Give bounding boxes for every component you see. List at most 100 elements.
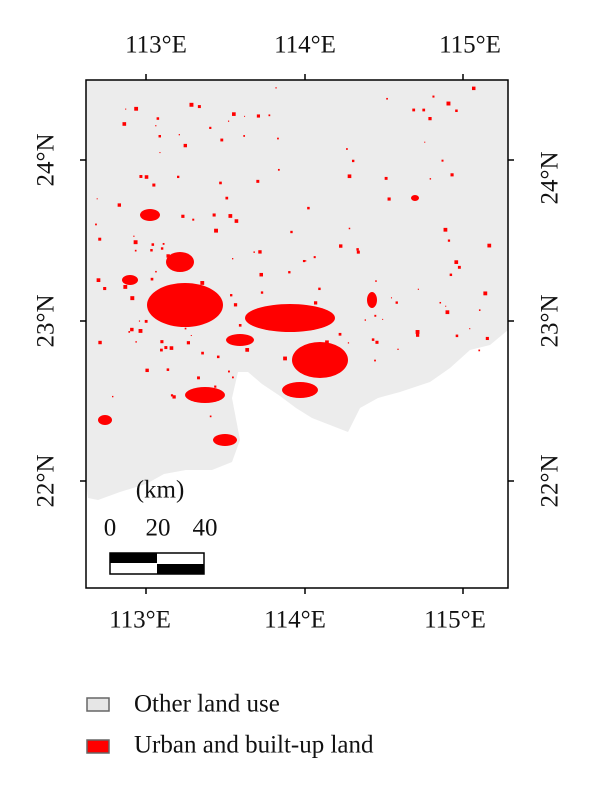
- urban-speck: [144, 319, 148, 323]
- urban-speck: [260, 291, 264, 294]
- urban-speck: [181, 214, 185, 218]
- urban-speck: [412, 108, 416, 112]
- urban-speck: [156, 117, 160, 120]
- legend-swatch: [86, 697, 110, 712]
- urban-speck: [457, 265, 461, 269]
- urban-speck: [160, 340, 164, 344]
- scale-segment: [157, 564, 204, 574]
- urban-patch: [166, 252, 194, 272]
- urban-speck: [305, 260, 307, 262]
- urban-speck: [133, 235, 135, 237]
- urban-speck: [338, 332, 342, 336]
- urban-patch: [147, 283, 223, 327]
- urban-patch: [292, 342, 348, 378]
- urban-speck: [128, 331, 131, 333]
- legend-label: Other land use: [134, 691, 280, 718]
- urban-speck: [172, 395, 176, 399]
- urban-speck: [339, 244, 343, 248]
- right-lat-label: 22°N: [537, 454, 564, 507]
- urban-speck: [214, 385, 217, 388]
- urban-speck: [158, 134, 161, 138]
- urban-speck: [454, 260, 459, 264]
- urban-speck: [371, 303, 373, 306]
- urban-speck: [483, 291, 488, 296]
- urban-speck: [375, 280, 377, 282]
- urban-speck: [166, 368, 170, 371]
- map-area: 113°E 114°E 115°E 113°E 114°E 115°E 24°N…: [33, 32, 564, 634]
- urban-speck: [277, 168, 280, 171]
- urban-speck: [417, 288, 419, 290]
- urban-speck: [150, 277, 154, 281]
- urban-speck: [133, 240, 138, 245]
- urban-speck: [164, 346, 168, 350]
- urban-speck: [356, 248, 359, 251]
- urban-speck: [225, 196, 229, 200]
- urban-speck: [313, 256, 316, 259]
- bottom-lon-label: 114°E: [264, 607, 326, 634]
- urban-speck: [201, 351, 204, 355]
- urban-speck: [259, 272, 264, 277]
- urban-speck: [348, 227, 351, 230]
- scale-segment: [110, 553, 157, 563]
- urban-speck: [422, 108, 426, 112]
- urban-speck: [449, 273, 453, 277]
- urban-speck: [139, 175, 143, 178]
- urban-speck: [123, 284, 128, 289]
- urban-speck: [384, 176, 388, 180]
- urban-speck: [277, 137, 279, 140]
- legend-label: Urban and built-up land: [134, 732, 374, 759]
- urban-speck: [325, 340, 329, 345]
- urban-speck: [446, 101, 451, 106]
- urban-speck: [134, 249, 137, 252]
- urban-speck: [214, 228, 218, 233]
- urban-specks: [95, 86, 492, 418]
- urban-speck: [432, 95, 435, 98]
- urban-speck: [186, 341, 191, 345]
- urban-speck: [351, 159, 355, 163]
- urban-patch: [226, 334, 254, 346]
- urban-speck: [478, 309, 481, 311]
- urban-speck: [188, 324, 191, 327]
- urban-speck: [96, 198, 98, 200]
- urban-patch: [282, 382, 318, 398]
- top-lon-label: 115°E: [439, 32, 501, 59]
- urban-speck: [245, 348, 250, 352]
- scale-bar: (km) 0 20 40: [104, 477, 218, 575]
- urban-speck: [189, 102, 194, 107]
- urban-speck: [256, 114, 261, 118]
- urban-speck: [233, 303, 238, 307]
- urban-speck: [141, 214, 145, 219]
- urban-speck: [253, 251, 255, 253]
- scale-label: 20: [146, 515, 171, 542]
- right-lat-label: 24°N: [537, 151, 564, 204]
- urban-speck: [415, 333, 420, 337]
- urban-speck: [386, 97, 388, 100]
- urban-speck: [244, 115, 246, 117]
- urban-speck: [318, 287, 321, 291]
- urban-speck: [192, 218, 195, 221]
- urban-speck: [145, 368, 149, 373]
- urban-speck: [155, 125, 157, 127]
- urban-speck: [135, 341, 137, 343]
- urban-speck: [445, 310, 450, 315]
- urban-speck: [312, 307, 314, 310]
- urban-speck: [112, 395, 114, 398]
- urban-speck: [166, 254, 170, 258]
- urban-speck: [208, 318, 211, 320]
- urban-speck: [177, 175, 180, 179]
- urban-speck: [125, 108, 127, 110]
- urban-speck: [138, 329, 143, 333]
- urban-speck: [220, 138, 224, 142]
- urban-speck: [243, 135, 246, 137]
- urban-speck: [162, 242, 165, 245]
- urban-speck: [357, 250, 359, 253]
- urban-patch: [122, 275, 138, 285]
- urban-speck: [238, 324, 242, 327]
- urban-speck: [151, 243, 155, 246]
- urban-speck: [150, 249, 153, 252]
- urban-speck: [216, 355, 220, 359]
- urban-speck: [183, 143, 187, 148]
- urban-speck: [283, 356, 287, 361]
- top-lon-label: 114°E: [274, 32, 336, 59]
- urban-speck: [103, 286, 107, 291]
